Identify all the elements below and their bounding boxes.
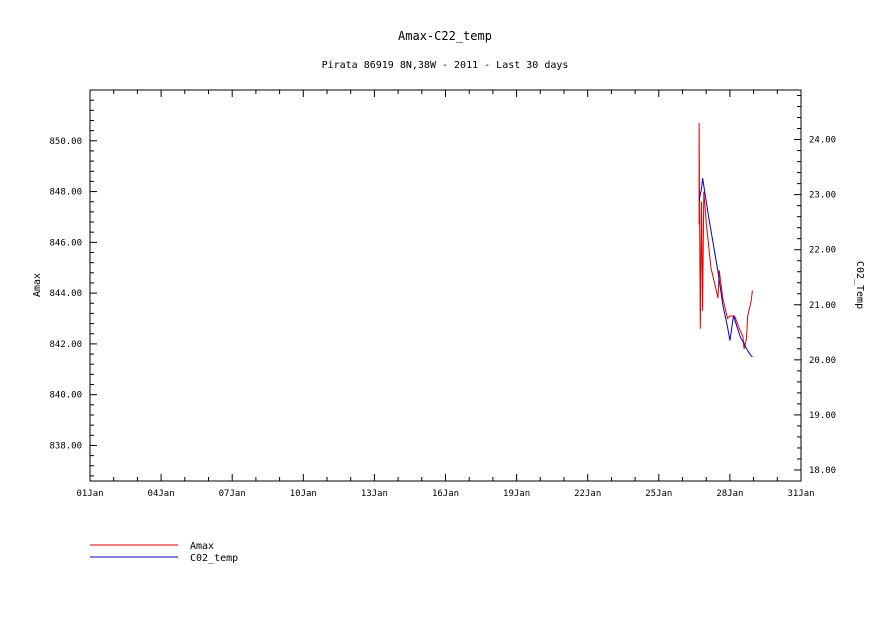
x-tick-label: 28Jan [716, 489, 743, 499]
x-tick-label: 16Jan [432, 489, 459, 499]
x-tick-label: 19Jan [503, 489, 530, 499]
x-tick-label: 10Jan [290, 489, 317, 499]
x-tick-label: 25Jan [645, 489, 672, 499]
y-right-tick-label: 18.00 [809, 466, 836, 476]
y-left-tick-label: 848.00 [49, 188, 82, 198]
chart-title: Amax-C22_temp [398, 29, 492, 43]
y-right-tick-label: 23.00 [809, 191, 836, 201]
x-tick-label: 01Jan [76, 489, 103, 499]
y-axis-right-label: C02_Temp [854, 261, 865, 309]
x-tick-label: 07Jan [219, 489, 246, 499]
y-axis-left: 838.00 840.00 842.00 844.00 846.00 848.00 850.… [49, 89, 97, 477]
y-right-tick-label: 20.00 [809, 356, 836, 366]
y-left-tick-label: 840.00 [49, 391, 82, 401]
y-left-tick-label: 844.00 [49, 289, 82, 299]
y-left-tick-label: 850.00 [49, 137, 82, 147]
plot-frame [89, 89, 802, 482]
y-axis-right: 18.00 19.00 20.00 21.00 22.00 23.00 24.00 [794, 95, 836, 482]
x-tick-label: 04Jan [148, 489, 175, 499]
x-tick-label: 31Jan [787, 489, 814, 499]
y-right-tick-label: 19.00 [809, 411, 836, 421]
series-line-amax [698, 122, 753, 350]
legend-label: C02_temp [190, 553, 238, 564]
y-left-tick-label: 838.00 [49, 441, 82, 451]
y-left-tick-label: 846.00 [49, 238, 82, 248]
series-line-c02-temp [698, 178, 753, 358]
y-right-tick-label: 21.00 [809, 301, 836, 311]
y-axis-left-label: Amax [32, 273, 43, 297]
x-axis: 01Jan 04Jan 07Jan 10Jan 13Jan 16Jan 19Jan 22Jan… [76, 90, 815, 499]
chart-subtitle: Pirata 86919 8N,38W - 2011 - Last 30 day… [322, 60, 569, 71]
x-tick-label: 22Jan [574, 489, 601, 499]
y-right-tick-label: 24.00 [809, 136, 836, 146]
y-left-tick-label: 842.00 [49, 340, 82, 350]
x-tick-label: 13Jan [361, 489, 388, 499]
legend-label: Amax [190, 541, 214, 552]
series-lines [698, 122, 753, 358]
y-right-tick-label: 22.00 [809, 246, 836, 256]
